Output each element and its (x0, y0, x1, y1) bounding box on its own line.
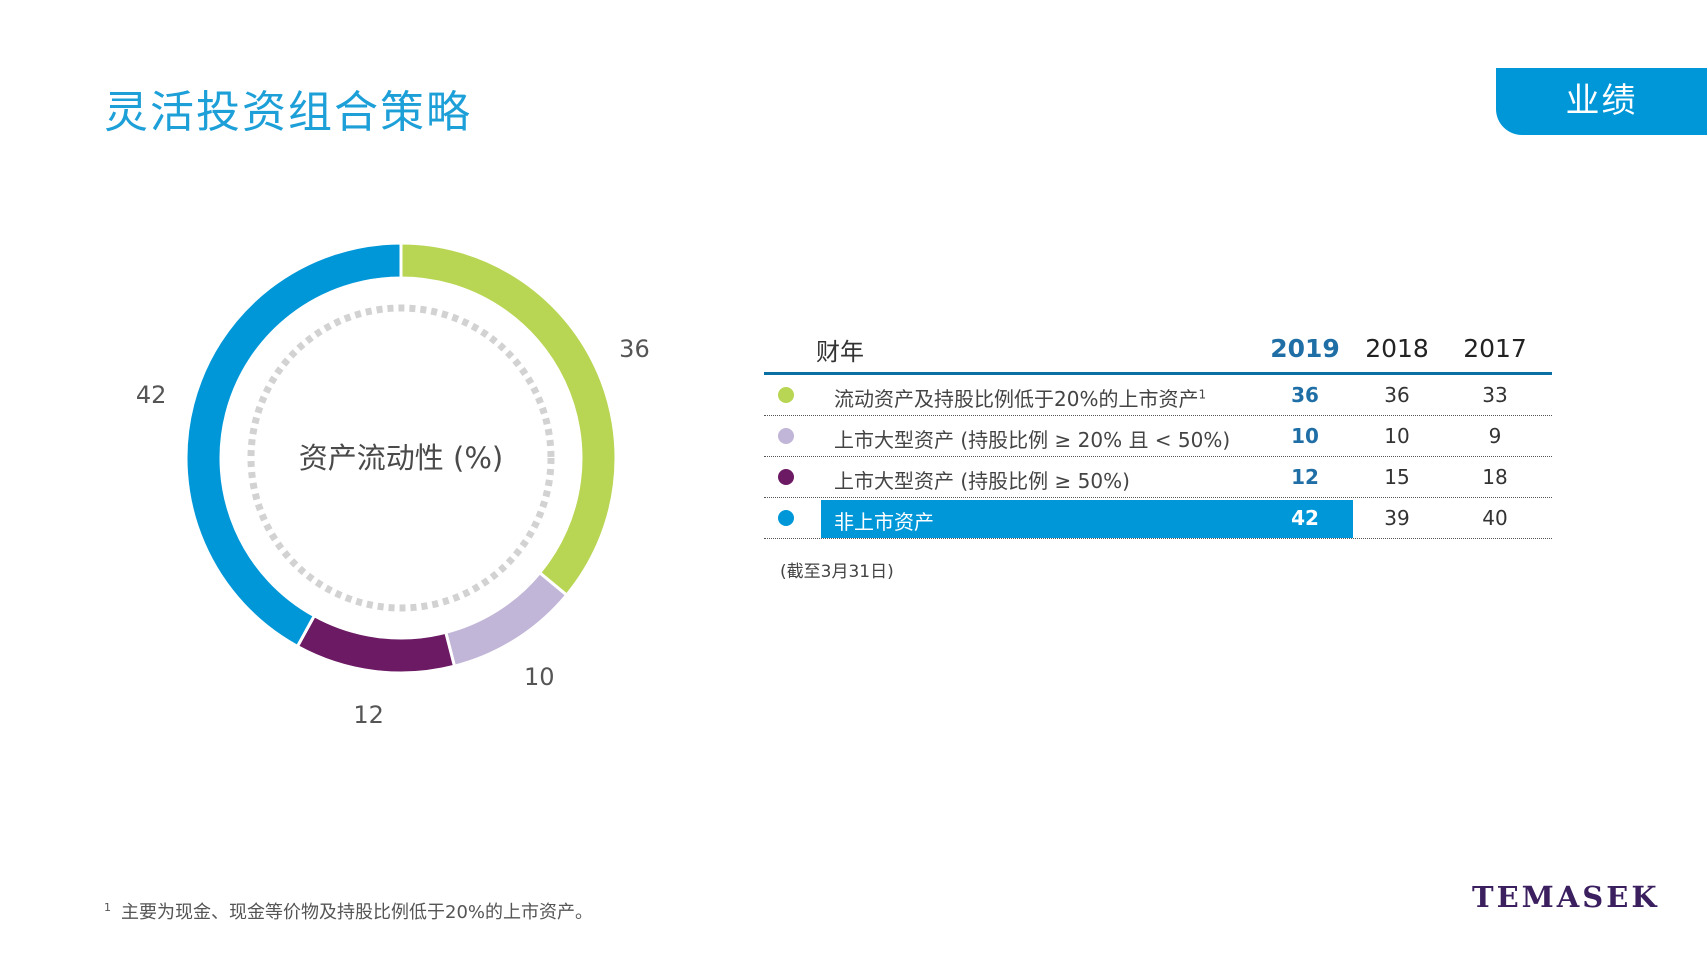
legend-dot-listed-50 (778, 469, 794, 485)
cell-2017: 18 (1482, 465, 1508, 489)
cell-2018: 15 (1384, 465, 1410, 489)
footnote: 1 主要为现金、现金等价物及持股比例低于20%的上市资产。 (104, 898, 593, 924)
liquidity-table: 财年 2019 2018 2017 流动资产及持股比例低于20%的上市资产1 3… (764, 328, 1552, 582)
cell-2019: 12 (1291, 465, 1319, 489)
donut-segment (184, 241, 403, 649)
donut-value-label: 12 (353, 701, 384, 729)
page-title: 灵活投资组合策略 (104, 87, 472, 138)
fiscal-year-label: 财年 (816, 338, 864, 366)
header-year-2017: 2017 (1463, 334, 1527, 363)
cell-2018: 36 (1384, 383, 1410, 407)
footnote-marker: 1 (104, 901, 111, 914)
footnote-text: 主要为现金、现金等价物及持股比例低于20%的上市资产。 (121, 902, 594, 923)
header-year-2018: 2018 (1365, 334, 1429, 363)
header-year-2019: 2019 (1270, 334, 1340, 363)
row-label-listed-50: 上市大型资产 (持股比例 ≥ 50%) (834, 469, 1130, 493)
table-row: 上市大型资产 (持股比例 ≥ 20% 且 < 50%) 10 10 9 (764, 416, 1552, 457)
inner-dotted-ring (247, 304, 555, 612)
row-label-listed-20-50: 上市大型资产 (持股比例 ≥ 20% 且 < 50%) (834, 428, 1231, 452)
donut-segment (443, 570, 569, 669)
chart-center-title: 资产流动性 (%) (299, 441, 503, 475)
cell-2017: 33 (1482, 383, 1508, 407)
section-tab-performance[interactable]: 业绩 (1496, 68, 1707, 135)
legend-dot-listed-20-50 (778, 428, 794, 444)
cell-2017: 40 (1482, 506, 1508, 530)
donut-value-label: 10 (524, 663, 555, 691)
cell-2019: 10 (1291, 424, 1319, 448)
donut-value-label: 42 (136, 381, 167, 409)
table-header: 财年 2019 2018 2017 (764, 328, 1552, 375)
row-highlight-bar (821, 500, 1353, 538)
row-label-liquid: 流动资产及持股比例低于20%的上市资产1 (834, 387, 1207, 411)
legend-dot-liquid (778, 387, 794, 403)
legend-dot-unlisted (778, 510, 794, 526)
cell-2019: 36 (1291, 383, 1319, 407)
table-row: 上市大型资产 (持股比例 ≥ 50%) 12 15 18 (764, 457, 1552, 498)
cell-2019: 42 (1291, 506, 1319, 530)
donut-segment (295, 613, 457, 675)
donut-value-label: 36 (619, 335, 650, 363)
donut-chart: 36 10 12 42 资产流动性 (%) (136, 241, 650, 729)
table-row: 流动资产及持股比例低于20%的上市资产1 36 36 33 (764, 375, 1552, 416)
table-row: 非上市资产 42 39 40 (764, 498, 1552, 539)
donut-segment (399, 241, 618, 598)
temasek-logo: TEMASEK (1472, 880, 1660, 914)
cell-2018: 10 (1384, 424, 1410, 448)
row-label-unlisted: 非上市资产 (834, 510, 934, 534)
table-note: (截至3月31日) (780, 562, 894, 582)
cell-2017: 9 (1488, 424, 1502, 448)
cell-2018: 39 (1384, 506, 1410, 530)
